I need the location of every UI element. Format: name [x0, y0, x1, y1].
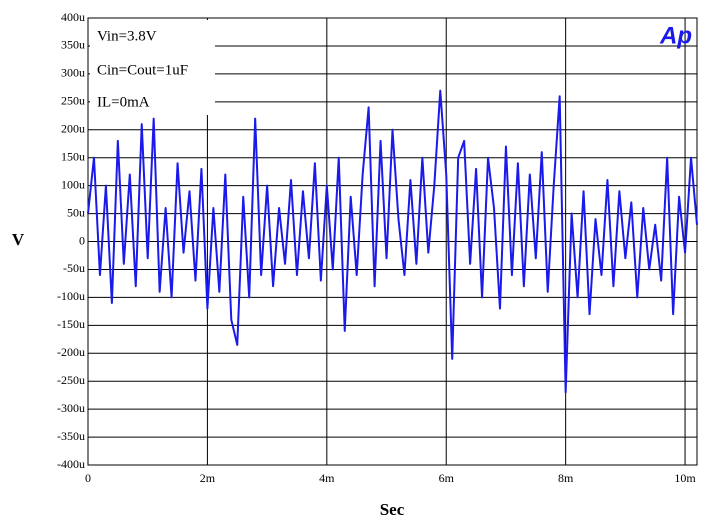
y-tick-label: -350u: [57, 429, 85, 443]
x-tick-label: 10m: [674, 471, 696, 485]
y-tick-label: 250u: [61, 94, 85, 108]
grid: [87, 17, 697, 466]
y-tick-label: 50u: [67, 205, 85, 219]
y-tick-label: 350u: [61, 38, 85, 52]
annotation-box: [90, 20, 215, 115]
y-tick-label: 150u: [61, 149, 85, 163]
logo: Ap: [659, 22, 692, 49]
x-tick-label: 0: [85, 471, 91, 485]
y-tick-label: 100u: [61, 177, 85, 191]
y-tick-label: 200u: [61, 122, 85, 136]
annotation: Vin=3.8V: [97, 28, 157, 44]
annotation: Cin=Cout=1uF: [97, 62, 188, 78]
y-tick-label: -400u: [57, 457, 85, 471]
annotation: IL=0mA: [97, 94, 150, 110]
y-tick-label: -100u: [57, 289, 85, 303]
x-axis-label: Sec: [380, 500, 405, 519]
y-tick-label: -50u: [63, 261, 85, 275]
y-tick-label: 0: [79, 233, 85, 247]
x-tick-label: 2m: [200, 471, 216, 485]
y-tick-label: -200u: [57, 345, 85, 359]
y-tick-label: 400u: [61, 10, 85, 24]
series-line: [87, 89, 698, 394]
x-tick-label: 4m: [319, 471, 335, 485]
x-tick-label: 6m: [439, 471, 455, 485]
y-tick-label: -300u: [57, 401, 85, 415]
y-tick-label: -250u: [57, 373, 85, 387]
y-tick-label: 300u: [61, 66, 85, 80]
x-tick-label: 8m: [558, 471, 574, 485]
y-tick-label: -150u: [57, 317, 85, 331]
y-axis-label: V: [12, 230, 25, 249]
